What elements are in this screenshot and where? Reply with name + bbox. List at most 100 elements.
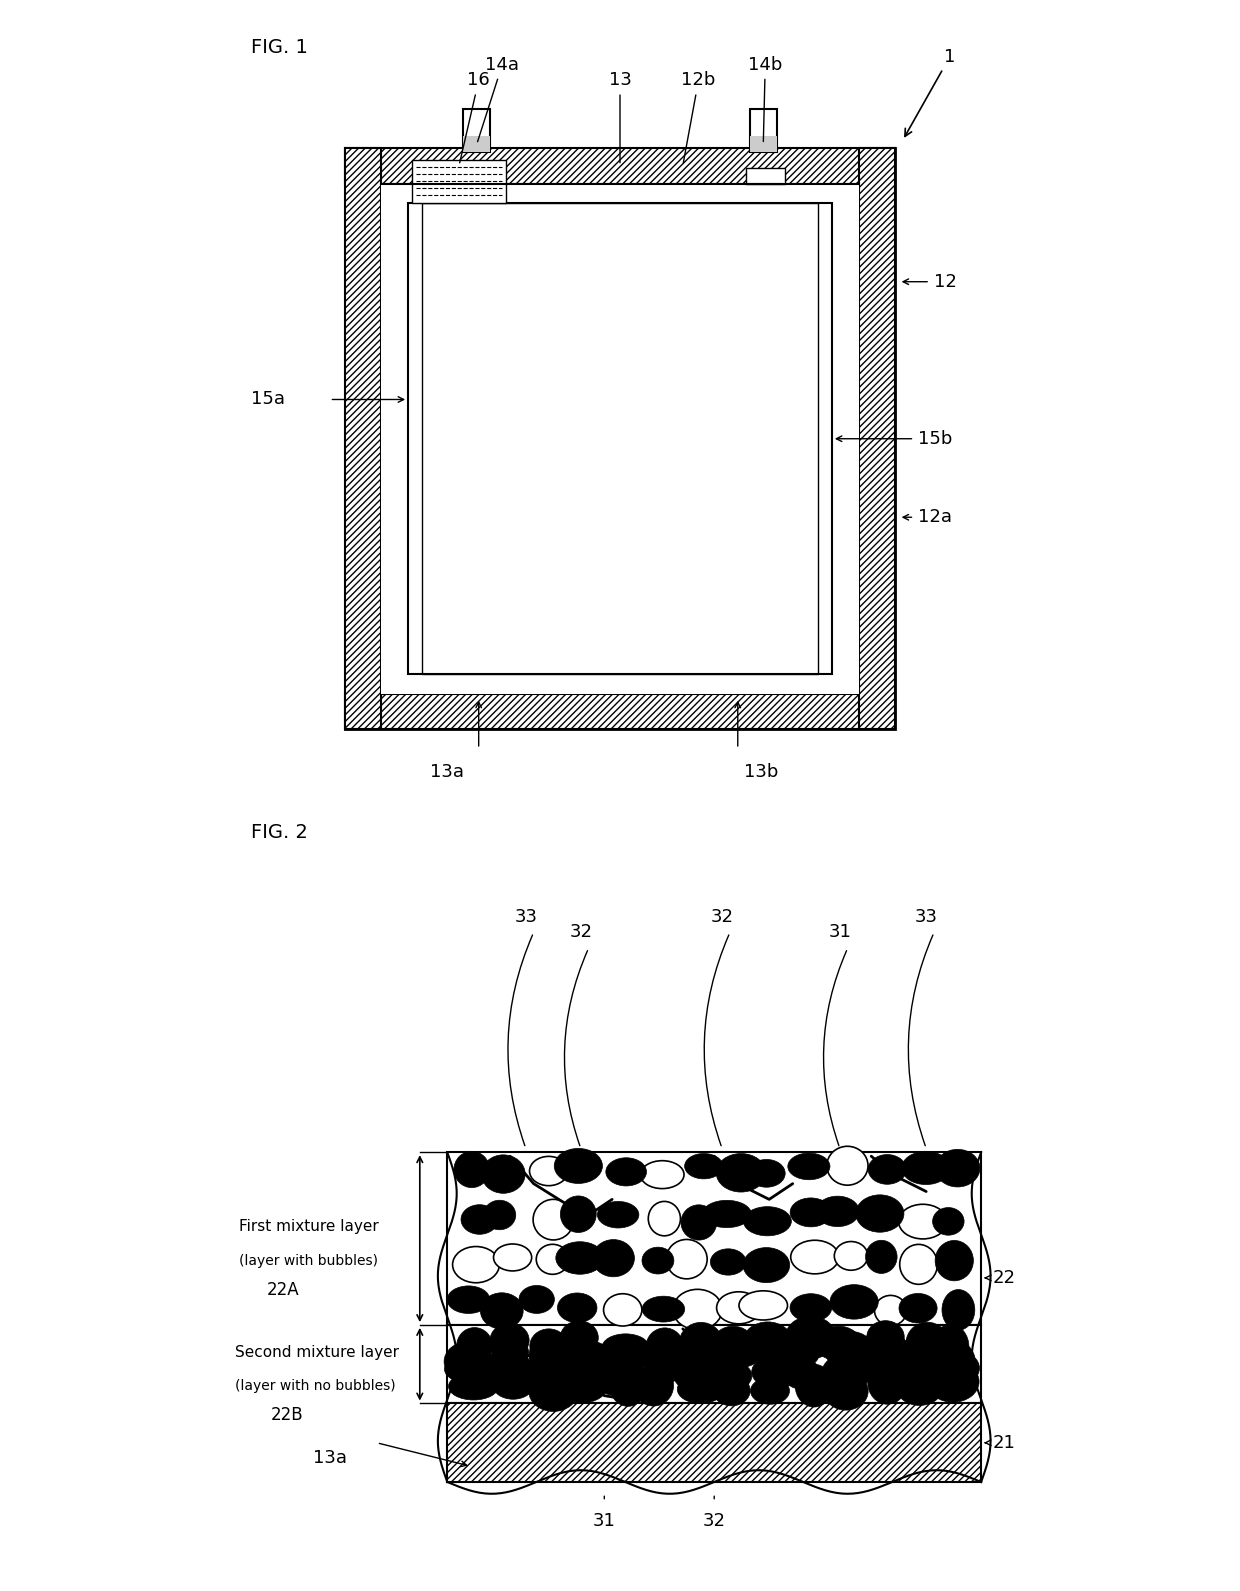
- Ellipse shape: [713, 1327, 753, 1359]
- Ellipse shape: [743, 1322, 792, 1360]
- Ellipse shape: [642, 1297, 684, 1322]
- Ellipse shape: [634, 1365, 673, 1406]
- Ellipse shape: [673, 1289, 722, 1330]
- Ellipse shape: [744, 1206, 791, 1236]
- Ellipse shape: [529, 1335, 573, 1375]
- Ellipse shape: [649, 1201, 681, 1236]
- Text: 14b: 14b: [748, 56, 782, 142]
- Ellipse shape: [554, 1356, 606, 1383]
- Text: 33: 33: [515, 908, 537, 926]
- Ellipse shape: [795, 1363, 833, 1406]
- Ellipse shape: [491, 1338, 528, 1368]
- Ellipse shape: [668, 1336, 715, 1367]
- FancyBboxPatch shape: [345, 148, 895, 729]
- Ellipse shape: [640, 1161, 684, 1188]
- Ellipse shape: [926, 1360, 980, 1402]
- Ellipse shape: [782, 1340, 820, 1368]
- Ellipse shape: [827, 1146, 868, 1185]
- Ellipse shape: [481, 1155, 526, 1193]
- Text: 13a: 13a: [312, 1449, 346, 1467]
- Bar: [345, 148, 895, 183]
- Ellipse shape: [822, 1354, 870, 1392]
- Text: 32: 32: [569, 923, 593, 942]
- Ellipse shape: [642, 1340, 678, 1370]
- Ellipse shape: [706, 1360, 751, 1392]
- Ellipse shape: [717, 1153, 766, 1192]
- Ellipse shape: [932, 1325, 968, 1368]
- Bar: [463, 137, 491, 153]
- Ellipse shape: [901, 1152, 950, 1185]
- Ellipse shape: [554, 1149, 603, 1184]
- Ellipse shape: [449, 1373, 498, 1400]
- Ellipse shape: [748, 1160, 785, 1187]
- Ellipse shape: [869, 1338, 910, 1378]
- Bar: [448, 1325, 981, 1403]
- Ellipse shape: [791, 1241, 839, 1274]
- Ellipse shape: [560, 1321, 599, 1354]
- Text: 12: 12: [934, 272, 957, 291]
- Ellipse shape: [494, 1244, 532, 1271]
- Ellipse shape: [900, 1244, 937, 1284]
- Ellipse shape: [942, 1290, 975, 1330]
- Ellipse shape: [898, 1371, 942, 1405]
- Ellipse shape: [785, 1316, 836, 1359]
- Ellipse shape: [684, 1153, 723, 1179]
- Ellipse shape: [787, 1153, 830, 1181]
- Ellipse shape: [666, 1239, 707, 1279]
- Ellipse shape: [867, 1321, 904, 1352]
- Ellipse shape: [480, 1351, 533, 1389]
- Ellipse shape: [856, 1195, 904, 1231]
- Ellipse shape: [520, 1286, 554, 1314]
- Text: First mixture layer: First mixture layer: [239, 1219, 379, 1235]
- Ellipse shape: [528, 1360, 568, 1389]
- Text: (layer with no bubbles): (layer with no bubbles): [236, 1379, 396, 1394]
- Ellipse shape: [935, 1149, 980, 1187]
- Ellipse shape: [444, 1341, 492, 1381]
- Text: 13b: 13b: [744, 764, 779, 781]
- Bar: [448, 1152, 981, 1325]
- Ellipse shape: [604, 1293, 642, 1325]
- Bar: [345, 148, 381, 729]
- Ellipse shape: [454, 1152, 490, 1187]
- Ellipse shape: [868, 1155, 906, 1184]
- Ellipse shape: [899, 1293, 937, 1324]
- Ellipse shape: [536, 1244, 569, 1274]
- Bar: [381, 183, 859, 694]
- Ellipse shape: [556, 1370, 608, 1403]
- Ellipse shape: [790, 1293, 832, 1322]
- Text: 12b: 12b: [681, 72, 715, 162]
- Text: 16: 16: [460, 72, 490, 162]
- Ellipse shape: [494, 1371, 533, 1398]
- Ellipse shape: [936, 1351, 980, 1386]
- Ellipse shape: [484, 1200, 516, 1230]
- Text: 31: 31: [828, 923, 852, 942]
- Ellipse shape: [866, 1241, 897, 1273]
- Ellipse shape: [743, 1247, 790, 1282]
- Bar: [448, 1403, 981, 1481]
- Ellipse shape: [558, 1293, 596, 1322]
- Ellipse shape: [835, 1241, 868, 1270]
- Ellipse shape: [533, 1200, 574, 1239]
- Text: 15b: 15b: [919, 430, 952, 447]
- Ellipse shape: [606, 1158, 646, 1185]
- Ellipse shape: [556, 1241, 604, 1274]
- Text: 22: 22: [993, 1270, 1016, 1287]
- Bar: [749, 110, 777, 153]
- Ellipse shape: [480, 1293, 523, 1328]
- Text: 22A: 22A: [267, 1281, 299, 1298]
- Text: (layer with bubbles): (layer with bubbles): [239, 1254, 378, 1268]
- Ellipse shape: [864, 1352, 909, 1384]
- Ellipse shape: [713, 1376, 750, 1406]
- Text: 1: 1: [905, 48, 956, 137]
- Ellipse shape: [444, 1356, 495, 1383]
- Bar: [749, 137, 777, 153]
- Bar: [408, 204, 832, 675]
- Text: 13: 13: [609, 72, 631, 162]
- Ellipse shape: [899, 1204, 947, 1239]
- Bar: [412, 161, 506, 204]
- Ellipse shape: [711, 1338, 761, 1368]
- Text: 15a: 15a: [250, 390, 285, 409]
- Ellipse shape: [448, 1286, 490, 1314]
- Ellipse shape: [932, 1208, 963, 1235]
- Ellipse shape: [680, 1322, 723, 1363]
